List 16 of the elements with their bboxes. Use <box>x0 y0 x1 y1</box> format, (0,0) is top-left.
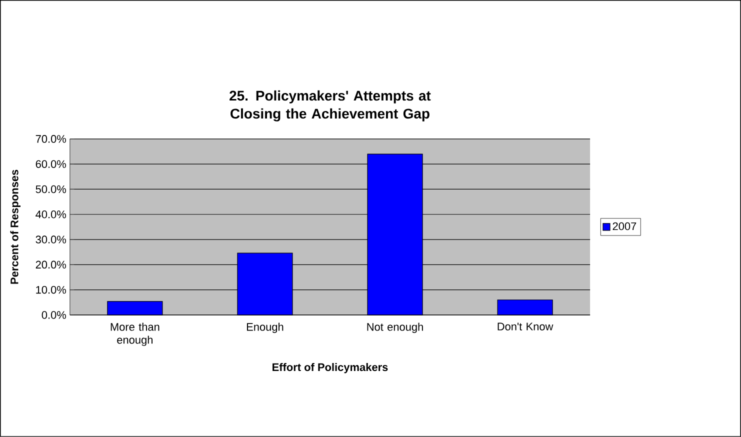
y-tick-label: 60.0% <box>36 160 66 168</box>
y-tick-label: 10.0% <box>36 286 66 294</box>
x-tick-label: Not enough <box>367 322 423 334</box>
legend-label: 2007 <box>612 222 636 230</box>
x-tick-label: Enough <box>246 322 284 334</box>
y-tick-label: 20.0% <box>36 260 66 269</box>
y-tick-label: 50.0% <box>36 185 66 194</box>
y-tick-label: 70.0% <box>36 135 66 143</box>
x-axis-title: Effort of Policymakers <box>272 363 388 374</box>
y-axis-title: Percent of Responses <box>10 170 20 284</box>
x-tick-label: Don't Know <box>498 322 554 330</box>
chart-title: 25. Policymakers' Attempts at Closing the Achievement Gap <box>230 90 431 122</box>
y-tick-label: 40.0% <box>36 210 66 218</box>
y-tick-label: 30.0% <box>36 236 66 244</box>
y-tick-label: 0.0% <box>42 311 66 319</box>
x-tick-label: More than enough <box>110 322 160 346</box>
